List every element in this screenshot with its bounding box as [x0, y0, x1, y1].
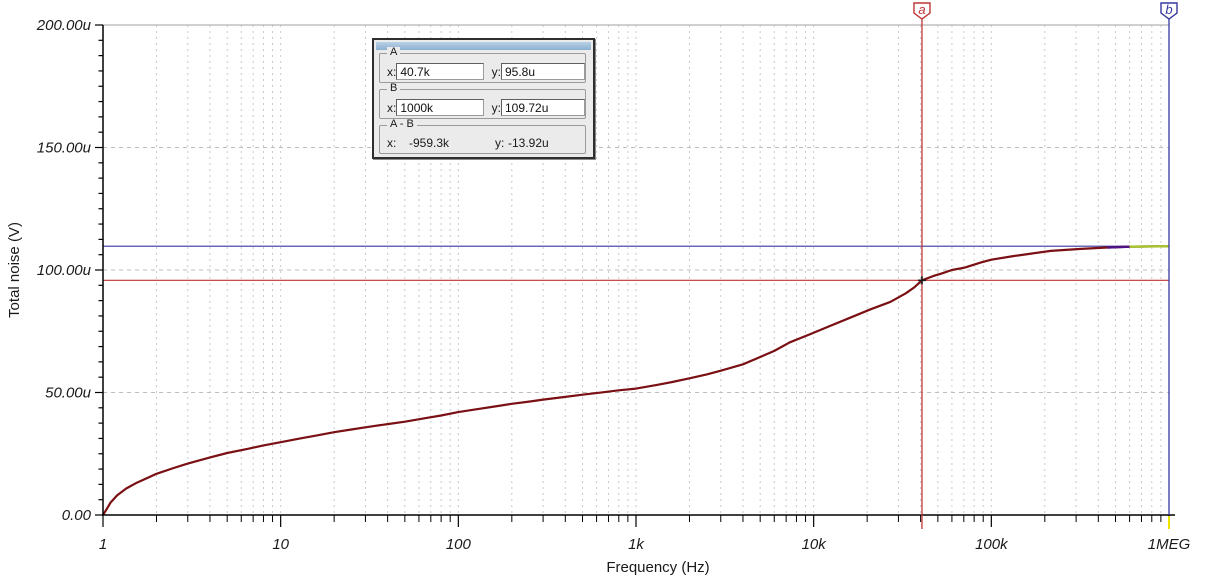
cursor-position-lines[interactable] — [917, 19, 1170, 529]
x-tick-labels: 1 10 100 1k 10k 100k 1MEG — [99, 536, 1191, 553]
cursor-diff-y-value: -13.92u — [508, 136, 549, 150]
cursor-b-flag[interactable] — [1160, 2, 1178, 20]
cursor-b-y-input[interactable] — [501, 99, 585, 116]
cursor-a-y-input[interactable] — [501, 63, 585, 80]
cursor-b-x-input[interactable] — [396, 99, 485, 116]
cursor-a-group: A x: y: — [379, 47, 586, 83]
cursor-diff-x-label: x: — [387, 136, 397, 150]
cursor-b-x-label: x: — [387, 100, 397, 115]
cursor-a-x-input[interactable] — [396, 63, 485, 80]
cursor-b-flag-label: b — [1165, 2, 1172, 17]
x-tick-label: 10k — [802, 536, 828, 553]
cursor-a-flag[interactable] — [913, 2, 931, 20]
cursor-diff-y-label: y: — [495, 136, 505, 150]
cursor-b-group: B x: y: — [379, 83, 586, 119]
plot-grid — [103, 24, 1169, 515]
panel-titlebar[interactable] — [376, 42, 591, 50]
x-tick-label: 1k — [628, 536, 645, 553]
y-axis-title: Total noise (V) — [6, 222, 23, 318]
cursor-a-x-label: x: — [387, 64, 397, 79]
plot-axes — [95, 24, 1175, 527]
cursor-a-flag-label: a — [918, 2, 925, 17]
cursor-a-y-label: y: — [491, 64, 501, 79]
overlap-with-b-line — [1107, 245, 1130, 249]
x-tick-label: 10 — [272, 536, 289, 553]
y-tick-label: 0.00 — [62, 507, 92, 524]
x-tick-label: 1MEG — [1148, 536, 1191, 553]
cursor-diff-group-label: A - B — [387, 119, 417, 130]
axis-titles: Frequency (Hz) Total noise (V) — [6, 222, 710, 576]
cursor-a-group-label: A — [387, 47, 401, 58]
cursor-a-cross-marker — [917, 276, 926, 285]
cursor-b-group-label: B — [387, 83, 401, 94]
total-noise-curve[interactable] — [102, 245, 1170, 516]
y-tick-label: 150.00u — [37, 140, 92, 157]
cursor-diff-x-value: -959.3k — [409, 136, 450, 150]
noise-curve[interactable] — [102, 245, 1170, 516]
cursor-b-y-label: y: — [491, 100, 501, 115]
y-tick-labels: 0.00 50.00u 100.00u 150.00u 200.00u — [36, 17, 92, 524]
curve-end-highlight — [1129, 245, 1170, 248]
x-tick-label: 100k — [975, 536, 1009, 553]
cursor-value-lines[interactable] — [103, 245, 1169, 281]
y-tick-label: 100.00u — [37, 262, 92, 279]
cursor-measurement-panel: A x: y: B x: y: A - B x: -959 — [372, 38, 595, 159]
y-tick-label: 50.00u — [45, 385, 92, 402]
y-tick-label: 200.00u — [36, 17, 92, 34]
x-axis-title: Frequency (Hz) — [606, 559, 709, 576]
x-tick-label: 1 — [99, 536, 107, 553]
cursor-diff-group: A - B x: -959.3k y: -13.92u — [379, 119, 586, 154]
x-tick-label: 100 — [446, 536, 472, 553]
